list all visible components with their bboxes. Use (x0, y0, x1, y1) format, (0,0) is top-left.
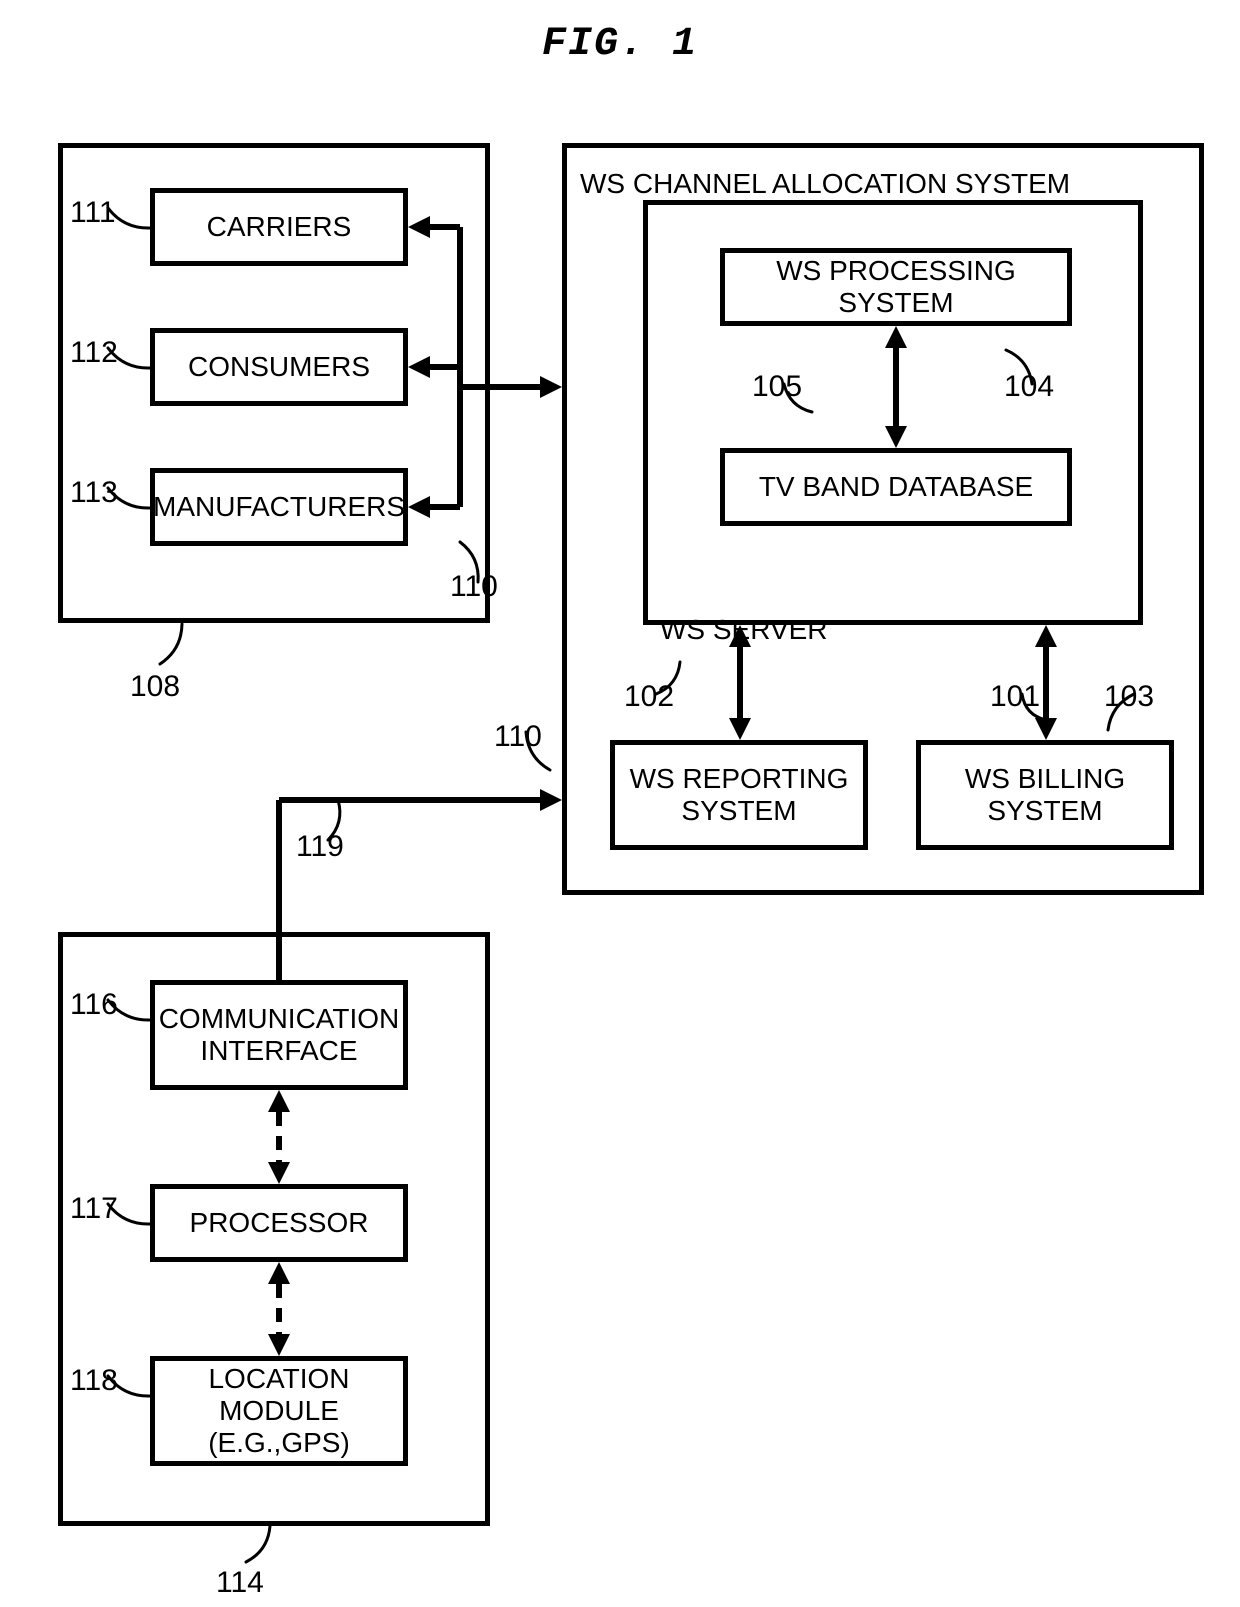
ref-111: 111 (70, 196, 116, 230)
box-ws-processing-label: WS PROCESSING SYSTEM (725, 255, 1067, 319)
box-manufacturers: MANUFACTURERS (150, 468, 408, 546)
box-ws-reporting-label: WS REPORTINGSYSTEM (630, 763, 849, 827)
ref-119: 119 (296, 830, 344, 864)
box-processor: PROCESSOR (150, 1184, 408, 1262)
box-tv-band-db-label: TV BAND DATABASE (759, 471, 1033, 503)
figure-canvas: FIG. 1 WS CHANNEL ALLOCATION SYSTEM WS S… (0, 0, 1240, 1607)
ref-102: 102 (624, 680, 674, 714)
box-ws-reporting: WS REPORTINGSYSTEM (610, 740, 868, 850)
box-ws-processing: WS PROCESSING SYSTEM (720, 248, 1072, 326)
ws-allocation-title: WS CHANNEL ALLOCATION SYSTEM (580, 168, 1070, 200)
box-comm-if-label: COMMUNICATIONINTERFACE (159, 1003, 400, 1067)
box-consumers: CONSUMERS (150, 328, 408, 406)
box-location-label: LOCATION MODULE(E.G.,GPS) (155, 1363, 403, 1460)
ref-101: 101 (990, 680, 1040, 714)
ref-117: 117 (70, 1192, 118, 1226)
ref-118: 118 (70, 1364, 118, 1398)
box-processor-label: PROCESSOR (190, 1207, 369, 1239)
box-ws-billing-label: WS BILLINGSYSTEM (965, 763, 1125, 827)
ref-110b: 110 (494, 720, 542, 754)
ref-105: 105 (752, 370, 802, 404)
box-ws-billing: WS BILLINGSYSTEM (916, 740, 1174, 850)
ws-server-title: WS SERVER (660, 614, 828, 646)
box-tv-band-db: TV BAND DATABASE (720, 448, 1072, 526)
ref-116: 116 (70, 988, 118, 1022)
box-carriers-label: CARRIERS (207, 211, 352, 243)
box-communication-interface: COMMUNICATIONINTERFACE (150, 980, 408, 1090)
ref-112: 112 (70, 336, 118, 370)
box-location-module: LOCATION MODULE(E.G.,GPS) (150, 1356, 408, 1466)
box-manufacturers-label: MANUFACTURERS (153, 491, 405, 523)
ref-108: 108 (130, 670, 180, 704)
ref-104: 104 (1004, 370, 1054, 404)
box-consumers-label: CONSUMERS (188, 351, 370, 383)
ref-113: 113 (70, 476, 118, 510)
ref-114: 114 (216, 1566, 264, 1600)
ref-103: 103 (1104, 680, 1154, 714)
figure-title: FIG. 1 (0, 22, 1240, 67)
box-carriers: CARRIERS (150, 188, 408, 266)
ref-110a: 110 (450, 570, 498, 604)
